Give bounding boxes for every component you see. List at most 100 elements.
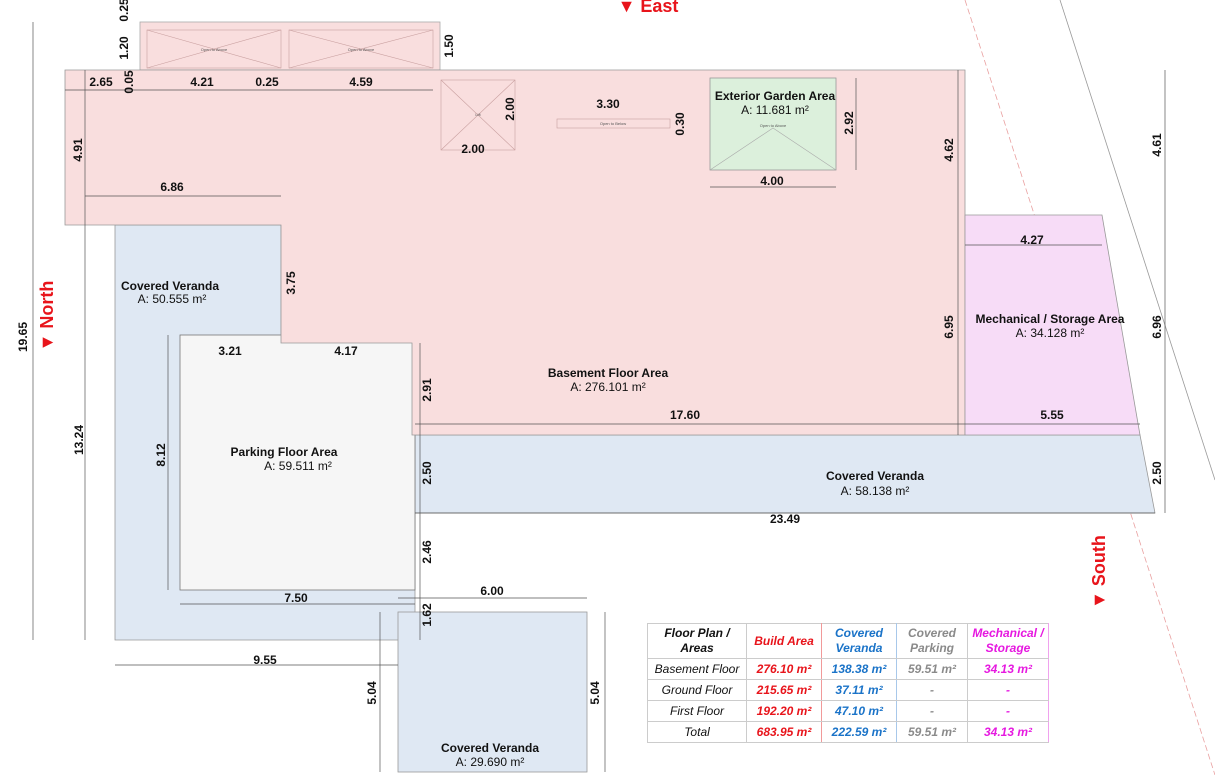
area-name: Covered Veranda: [826, 469, 924, 483]
open-to-above-label: Open to Above: [760, 123, 787, 128]
dimension-label: 0.05: [122, 70, 136, 94]
cell: Basement Floor: [647, 658, 747, 680]
cell: Ground Floor: [647, 679, 747, 701]
open-to-above-label: Open to Above: [348, 47, 375, 52]
dimension-label: 0.25: [255, 75, 279, 89]
parking-area: [179, 334, 416, 591]
dimension-label: 4.17: [334, 344, 358, 358]
dimension-label: 2.65: [89, 75, 113, 89]
area-name: Parking Floor Area: [231, 445, 338, 459]
header-covered-parking: Covered Parking: [896, 623, 968, 659]
cell: 47.10 m²: [821, 700, 897, 722]
table-row: Ground Floor 215.65 m² 37.11 m² - -: [647, 679, 1049, 701]
cell: 34.13 m²: [967, 721, 1049, 743]
dimension-label: 19.65: [16, 322, 30, 352]
storage-area: [964, 214, 1141, 436]
dimension-label: 5.04: [365, 681, 379, 705]
area-name: Basement Floor Area: [548, 366, 669, 380]
header-build-area: Build Area: [746, 623, 822, 659]
dimension-label: 4.91: [71, 138, 85, 162]
dimension-label: 5.04: [588, 681, 602, 705]
area-value: A: 58.138 m²: [841, 484, 910, 498]
dimension-label: 3.75: [284, 271, 298, 295]
veranda-bottom-area: [397, 611, 588, 773]
table-row: Basement Floor 276.10 m² 138.38 m² 59.51 m²…: [647, 658, 1049, 680]
dimension-label: 6.86: [160, 180, 184, 194]
table-row: Total 683.95 m² 222.59 m² 59.51 m² 34.13 m²: [647, 721, 1049, 743]
cell: -: [896, 700, 968, 722]
dimension-label: 8.12: [154, 443, 168, 467]
area-value: A: 11.681 m²: [741, 103, 809, 117]
area-name: Covered Veranda: [441, 741, 539, 755]
dimension-label: 5.55: [1040, 408, 1064, 422]
dimension-label: 4.61: [1150, 133, 1164, 157]
dimension-label: 2.00: [503, 97, 517, 121]
dimension-label: 0.25: [117, 0, 131, 22]
table-header-row: Floor Plan / Areas Build Area Covered Ve…: [647, 623, 1049, 659]
property-line-2: [1059, 0, 1215, 481]
dimension-label: 4.00: [760, 174, 784, 188]
dimension-label: 2.46: [420, 540, 434, 564]
dimension-label: 2.92: [842, 111, 856, 135]
area-name: Mechanical / Storage Area: [976, 312, 1125, 326]
dimension-label: 6.00: [480, 584, 504, 598]
dimension-label: 1.20: [117, 36, 131, 60]
dimension-label: 2.00: [461, 142, 485, 156]
header-floor-plan: Floor Plan / Areas: [647, 623, 747, 659]
dimension-label: 17.60: [670, 408, 700, 422]
dimension-label: 2.50: [420, 461, 434, 485]
area-value: A: 34.128 m²: [1016, 326, 1085, 340]
area-value: A: 59.511 m²: [264, 459, 332, 473]
dimension-label: 4.62: [942, 138, 956, 162]
dimension-label: 7.50: [284, 591, 308, 605]
dimension-label: 23.49: [770, 512, 800, 526]
upper-strip-area: [139, 21, 441, 71]
dimension-label: 1.50: [442, 34, 456, 58]
dimension-label: 4.59: [349, 75, 373, 89]
lift-label: Lift: [475, 112, 481, 117]
area-name: Exterior Garden Area: [715, 89, 836, 103]
dimension-label: 13.24: [72, 425, 86, 455]
header-mechanical-storage: Mechanical / Storage: [967, 623, 1049, 659]
cell: 215.65 m²: [746, 679, 822, 701]
header-covered-veranda: Covered Veranda: [821, 623, 897, 659]
south-label: ▼ South: [1089, 535, 1109, 609]
area-value: A: 276.101 m²: [570, 380, 645, 394]
cell: 37.11 m²: [821, 679, 897, 701]
cell: 59.51 m²: [896, 721, 968, 743]
cell: 276.10 m²: [746, 658, 822, 680]
north-label: ▼ North: [37, 281, 57, 352]
cell: 683.95 m²: [746, 721, 822, 743]
dimension-lines: [32, 22, 1166, 772]
dimension-label: 4.21: [190, 75, 214, 89]
cell: 59.51 m²: [896, 658, 968, 680]
cell: -: [896, 679, 968, 701]
dimension-label: 6.95: [942, 315, 956, 339]
area-name: Covered Veranda: [121, 279, 219, 293]
table-row: First Floor 192.20 m² 47.10 m² - -: [647, 700, 1049, 722]
garden-area: [709, 77, 837, 171]
east-label: ▼ East: [618, 0, 679, 16]
dimension-label: 6.96: [1150, 315, 1164, 339]
dimension-label: 2.50: [1150, 461, 1164, 485]
dimension-label: 1.62: [420, 603, 434, 627]
dimension-label: 3.30: [596, 97, 620, 111]
cell: 222.59 m²: [821, 721, 897, 743]
cell: 192.20 m²: [746, 700, 822, 722]
cell: Total: [647, 721, 747, 743]
open-to-below-label: Open to Below: [600, 121, 626, 126]
dimension-label: 9.55: [253, 653, 277, 667]
open-to-above-voids: [146, 29, 837, 171]
cell: -: [967, 700, 1049, 722]
cell: 138.38 m²: [821, 658, 897, 680]
area-value: A: 50.555 m²: [138, 292, 207, 306]
dimension-label: 3.21: [218, 344, 242, 358]
cell: -: [967, 679, 1049, 701]
cell: 34.13 m²: [967, 658, 1049, 680]
cell: First Floor: [647, 700, 747, 722]
veranda-south-area: [414, 434, 1156, 514]
open-to-above-label: Open to Above: [201, 47, 228, 52]
area-value: A: 29.690 m²: [456, 755, 525, 769]
